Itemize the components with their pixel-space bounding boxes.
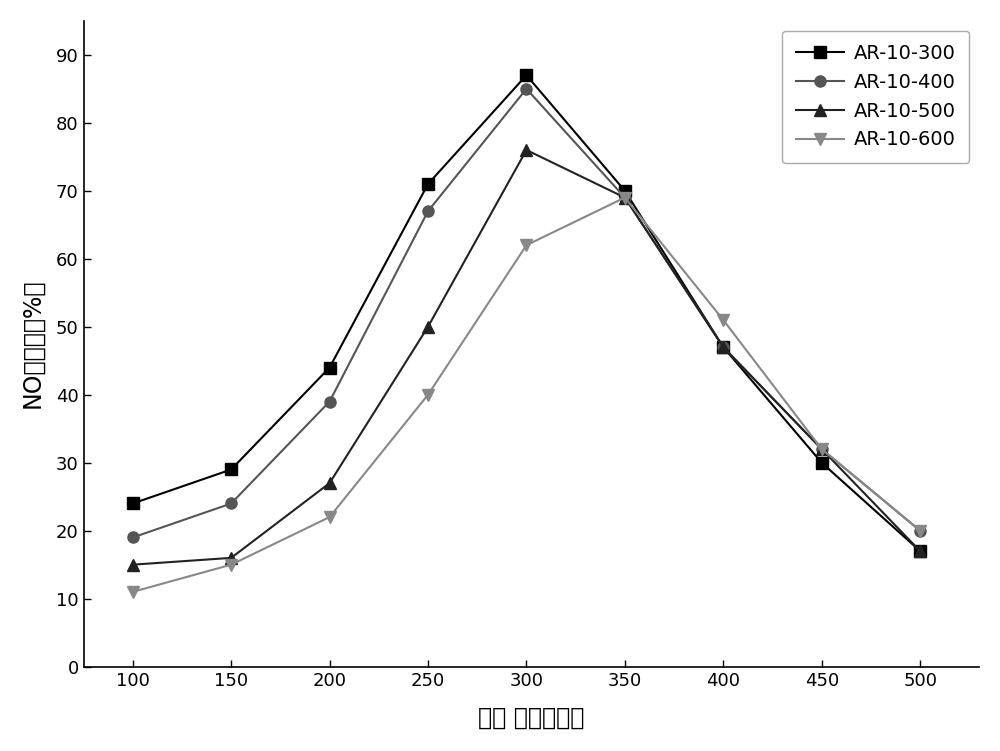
AR-10-300 [127, 499, 139, 508]
AR-10-600 [422, 391, 434, 400]
AR-10-600 [816, 445, 828, 454]
AR-10-500 [914, 547, 926, 556]
AR-10-500 [520, 146, 532, 155]
AR-10-400 [914, 526, 926, 535]
AR-10-600 [717, 315, 729, 324]
AR-10-600 [127, 587, 139, 596]
AR-10-300 [225, 465, 237, 474]
AR-10-300 [324, 363, 336, 372]
AR-10-500 [422, 322, 434, 331]
Line: AR-10-500: AR-10-500 [127, 144, 926, 570]
AR-10-300 [717, 342, 729, 351]
AR-10-600 [225, 560, 237, 569]
AR-10-500 [225, 553, 237, 562]
AR-10-500 [619, 193, 631, 202]
AR-10-400 [520, 84, 532, 93]
AR-10-600 [914, 526, 926, 535]
Legend: AR-10-300, AR-10-400, AR-10-500, AR-10-600: AR-10-300, AR-10-400, AR-10-500, AR-10-6… [782, 31, 969, 163]
AR-10-600 [520, 240, 532, 249]
AR-10-400 [324, 397, 336, 406]
AR-10-500 [717, 342, 729, 351]
AR-10-300 [914, 547, 926, 556]
AR-10-400 [422, 207, 434, 216]
AR-10-400 [225, 499, 237, 508]
AR-10-500 [127, 560, 139, 569]
AR-10-400 [127, 533, 139, 542]
AR-10-300 [816, 458, 828, 467]
AR-10-600 [619, 193, 631, 202]
Line: AR-10-600: AR-10-600 [127, 192, 926, 597]
AR-10-500 [324, 478, 336, 487]
AR-10-300 [520, 71, 532, 80]
AR-10-400 [816, 445, 828, 454]
AR-10-300 [619, 186, 631, 195]
Y-axis label: NO转换率（%）: NO转换率（%） [21, 279, 45, 409]
AR-10-500 [816, 445, 828, 454]
Line: AR-10-400: AR-10-400 [127, 83, 926, 543]
AR-10-400 [619, 193, 631, 202]
AR-10-300 [422, 179, 434, 189]
Line: AR-10-300: AR-10-300 [127, 70, 926, 556]
X-axis label: 温度 （摄氏度）: 温度 （摄氏度） [478, 706, 585, 730]
AR-10-600 [324, 513, 336, 522]
AR-10-400 [717, 342, 729, 351]
